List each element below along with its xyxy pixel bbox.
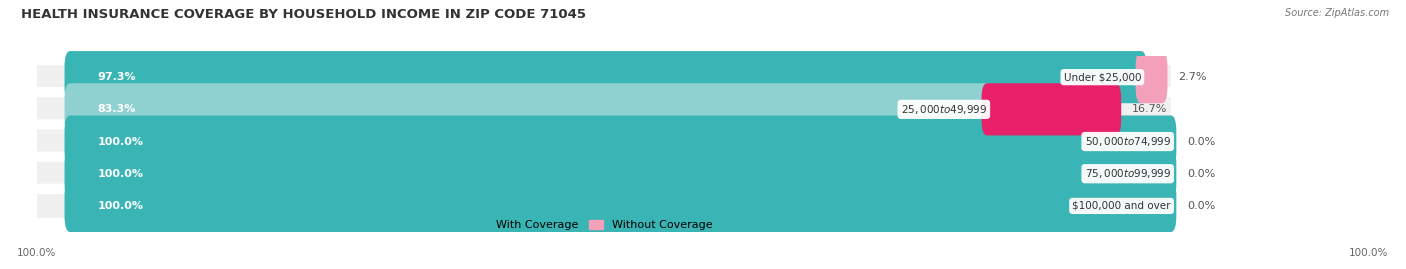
FancyBboxPatch shape <box>65 148 1177 200</box>
FancyBboxPatch shape <box>37 87 1171 91</box>
FancyBboxPatch shape <box>37 97 1171 121</box>
Text: 16.7%: 16.7% <box>1132 104 1167 114</box>
Text: 100.0%: 100.0% <box>1348 248 1388 258</box>
FancyBboxPatch shape <box>37 119 1171 123</box>
FancyBboxPatch shape <box>65 180 1177 232</box>
FancyBboxPatch shape <box>65 83 993 135</box>
Text: 0.0%: 0.0% <box>1187 201 1216 211</box>
Text: $25,000 to $49,999: $25,000 to $49,999 <box>901 103 987 116</box>
FancyBboxPatch shape <box>1136 51 1167 103</box>
Text: 100.0%: 100.0% <box>17 248 56 258</box>
Text: 100.0%: 100.0% <box>97 169 143 179</box>
FancyBboxPatch shape <box>65 51 1147 103</box>
Text: Source: ZipAtlas.com: Source: ZipAtlas.com <box>1285 8 1389 18</box>
Text: $75,000 to $99,999: $75,000 to $99,999 <box>1084 167 1171 180</box>
Text: 100.0%: 100.0% <box>97 137 143 147</box>
Text: 0.0%: 0.0% <box>1187 169 1216 179</box>
Text: $50,000 to $74,999: $50,000 to $74,999 <box>1084 135 1171 148</box>
Text: Under $25,000: Under $25,000 <box>1063 72 1142 82</box>
Text: 2.7%: 2.7% <box>1178 72 1206 82</box>
FancyBboxPatch shape <box>65 115 1177 168</box>
Text: 97.3%: 97.3% <box>97 72 136 82</box>
FancyBboxPatch shape <box>981 83 1121 135</box>
Legend: With Coverage, Without Coverage: With Coverage, Without Coverage <box>470 216 717 235</box>
Text: 0.0%: 0.0% <box>1187 137 1216 147</box>
FancyBboxPatch shape <box>37 162 1171 186</box>
Text: HEALTH INSURANCE COVERAGE BY HOUSEHOLD INCOME IN ZIP CODE 71045: HEALTH INSURANCE COVERAGE BY HOUSEHOLD I… <box>21 8 586 21</box>
FancyBboxPatch shape <box>37 194 1171 218</box>
FancyBboxPatch shape <box>37 184 1171 187</box>
Text: $100,000 and over: $100,000 and over <box>1073 201 1171 211</box>
FancyBboxPatch shape <box>37 65 1171 89</box>
FancyBboxPatch shape <box>37 130 1171 153</box>
FancyBboxPatch shape <box>37 151 1171 155</box>
Text: 83.3%: 83.3% <box>97 104 136 114</box>
Text: 100.0%: 100.0% <box>97 201 143 211</box>
